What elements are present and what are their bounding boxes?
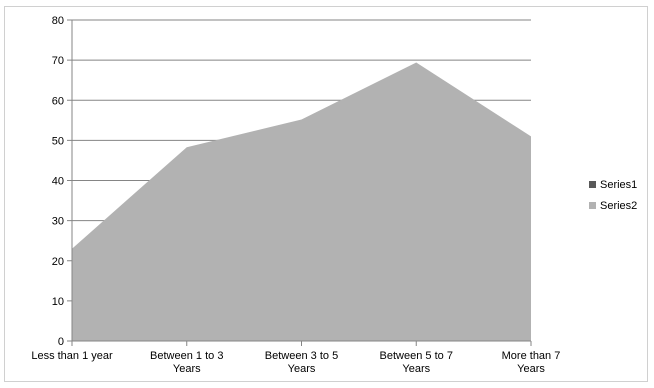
y-tick-labels: 0 10 20 30 40 50 60 70 80	[52, 15, 64, 348]
y-tick-label: 0	[58, 336, 64, 348]
y-tick-label: 20	[52, 256, 64, 268]
y-tick-label: 80	[52, 15, 64, 27]
y-tick-label: 50	[52, 135, 64, 147]
x-tick-label: Between 3 to 5 Years	[265, 350, 338, 375]
y-tick-label: 70	[52, 55, 64, 67]
y-tick-label: 40	[52, 176, 64, 188]
legend-swatch-series1	[589, 181, 596, 188]
x-tick-label: More than 7 Years	[502, 350, 561, 375]
x-tick-label: Less than 1 year	[31, 350, 113, 362]
area-series2	[72, 62, 531, 341]
series-areas	[72, 62, 531, 341]
x-tick-label: Between 1 to 3 Years	[150, 350, 223, 375]
legend-label-series2: Series2	[600, 200, 637, 212]
x-tick-label: Between 5 to 7 Years	[380, 350, 453, 375]
y-tick-label: 30	[52, 216, 64, 228]
legend-label-series1: Series1	[600, 179, 637, 191]
legend: Series1 Series2	[589, 179, 637, 212]
legend-swatch-series2	[589, 202, 596, 209]
y-tick-label: 60	[52, 95, 64, 107]
y-tick-label: 10	[52, 296, 64, 308]
x-tick-labels: Less than 1 year Between 1 to 3 Years Betwe…	[31, 341, 560, 375]
